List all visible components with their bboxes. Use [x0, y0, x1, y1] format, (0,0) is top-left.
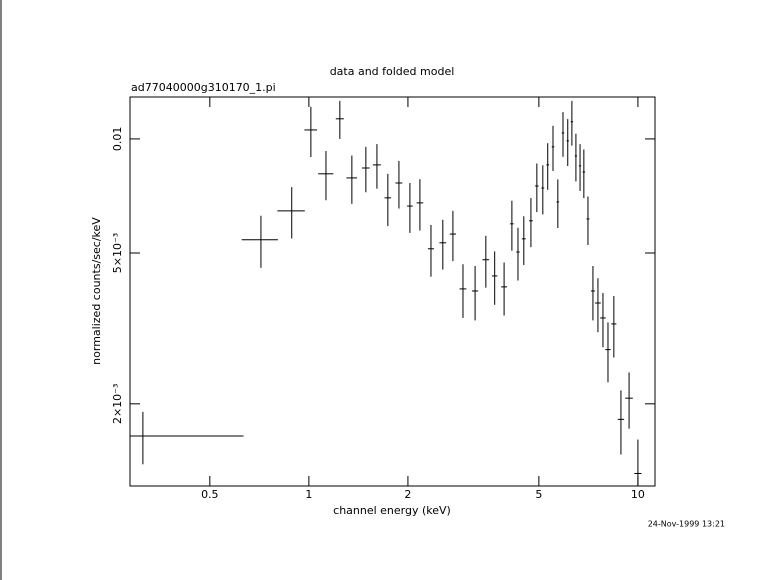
y-axis-label: normalized counts/sec/keV [90, 217, 103, 365]
timestamp: 24-Nov-1999 13:21 [648, 520, 725, 529]
x-tick-label: 10 [631, 488, 645, 501]
x-axis-label: channel energy (keV) [333, 504, 451, 517]
y-tick-label: 5×10⁻³ [111, 233, 124, 273]
plot-frame [129, 96, 656, 487]
chart-title: data and folded model [330, 65, 455, 78]
x-tick-label: 5 [535, 488, 542, 501]
x-tick-label: 2 [404, 488, 411, 501]
y-tick-label: 2×10⁻³ [111, 384, 124, 424]
y-tick-label: 0.01 [111, 127, 124, 152]
x-tick-label: 1 [305, 488, 312, 501]
chart-subtitle: ad77040000g310170_1.pi [131, 81, 276, 94]
x-tick-label: 0.5 [201, 488, 219, 501]
